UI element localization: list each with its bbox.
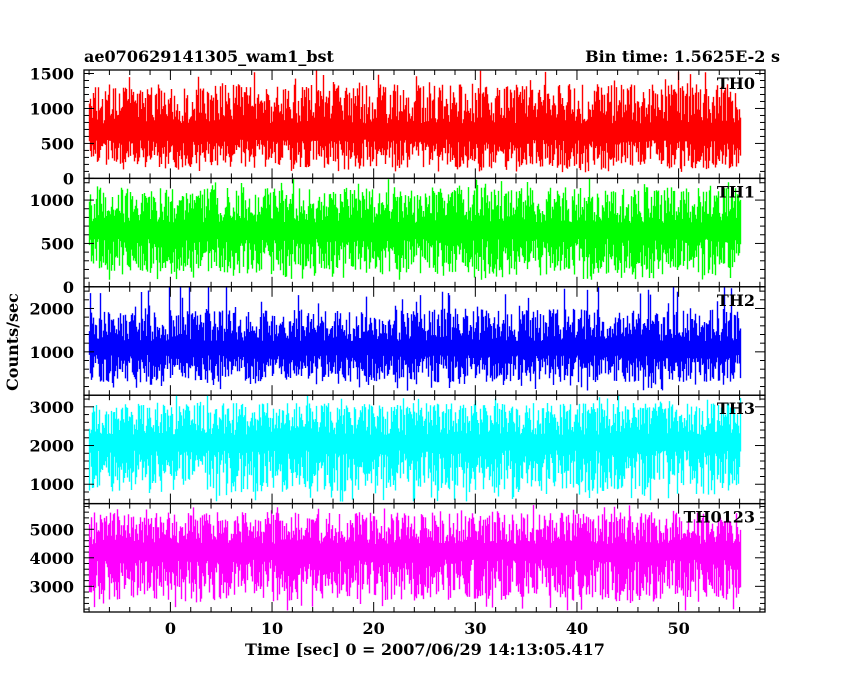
y-axis-label: Counts/sec xyxy=(3,293,22,391)
x-tick-label: 30 xyxy=(464,619,486,638)
series-trace-th1 xyxy=(88,178,742,280)
y-tick-label: 2000 xyxy=(29,437,74,456)
x-tick-label: 10 xyxy=(261,619,283,638)
series-trace-th2 xyxy=(88,286,742,391)
y-tick-label: 2000 xyxy=(29,299,74,318)
series-label: TH2 xyxy=(717,291,755,310)
y-tick-label: 4000 xyxy=(29,549,74,568)
series-label: TH0123 xyxy=(683,508,755,527)
series-label: TH0 xyxy=(717,74,755,93)
series-label: TH3 xyxy=(717,399,755,418)
series-trace-th3 xyxy=(88,395,742,502)
x-tick-label: 0 xyxy=(165,619,176,638)
x-tick-label: 50 xyxy=(667,619,689,638)
y-tick-label: 1000 xyxy=(29,343,74,362)
y-tick-label: 1500 xyxy=(29,64,74,83)
plot-title-right: Bin time: 1.5625E-2 s xyxy=(585,47,780,66)
y-tick-label: 3000 xyxy=(29,577,74,596)
y-tick-label: 5000 xyxy=(29,520,74,539)
plot-title-left: ae070629141305_wam1_bst xyxy=(84,47,335,66)
x-tick-label: 40 xyxy=(566,619,588,638)
x-tick-label: 20 xyxy=(363,619,385,638)
y-tick-label: 1000 xyxy=(29,99,74,118)
y-tick-label: 500 xyxy=(41,234,74,253)
y-tick-label: 0 xyxy=(63,169,74,188)
series-trace-th0 xyxy=(88,70,742,173)
x-axis-label: Time [sec] 0 = 2007/06/29 14:13:05.417 xyxy=(245,640,605,659)
y-tick-label: 1000 xyxy=(29,191,74,210)
y-tick-label: 500 xyxy=(41,134,74,153)
series-trace-th0123 xyxy=(88,505,742,611)
y-tick-label: 3000 xyxy=(29,398,74,417)
series-label: TH1 xyxy=(717,182,755,201)
y-tick-label: 0 xyxy=(63,278,74,297)
y-tick-label: 1000 xyxy=(29,475,74,494)
